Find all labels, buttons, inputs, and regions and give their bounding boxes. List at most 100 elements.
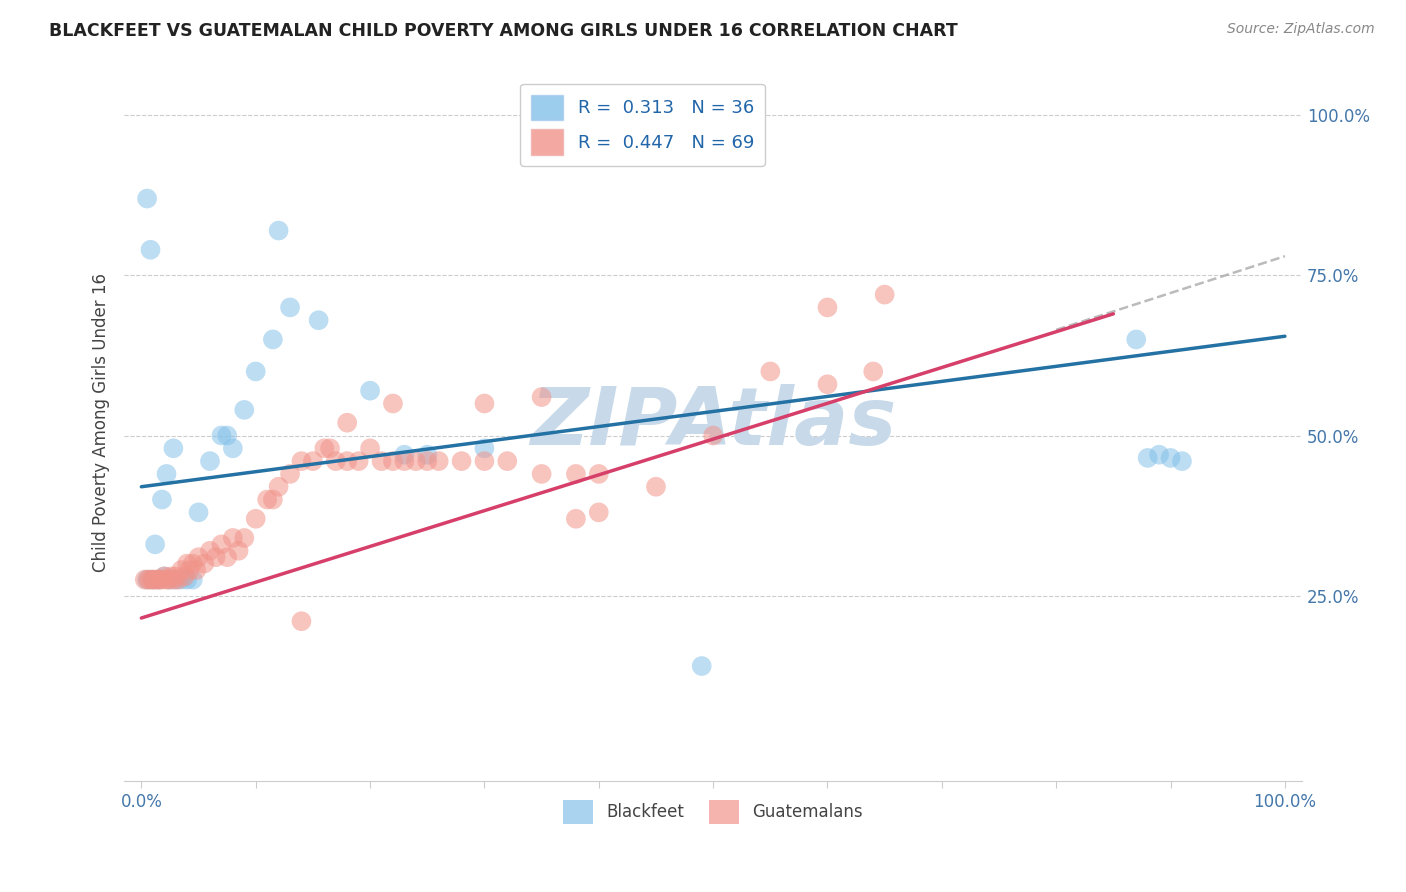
Point — [381, 396, 404, 410]
Point — [416, 454, 439, 468]
Point — [176, 557, 198, 571]
Point — [165, 569, 187, 583]
Legend: Blackfeet, Guatemalans: Blackfeet, Guatemalans — [557, 794, 870, 830]
Point — [167, 573, 190, 587]
Point — [325, 454, 347, 468]
Point — [142, 573, 165, 587]
Point — [187, 505, 209, 519]
Point — [817, 301, 839, 315]
Point — [394, 454, 416, 468]
Point — [416, 448, 439, 462]
Point — [222, 442, 245, 456]
Point — [143, 573, 166, 587]
Point — [873, 287, 896, 301]
Point — [588, 467, 610, 481]
Point — [146, 573, 169, 587]
Point — [278, 301, 301, 315]
Point — [450, 454, 472, 468]
Point — [153, 569, 176, 583]
Point — [759, 364, 782, 378]
Point — [155, 573, 177, 587]
Point — [262, 492, 284, 507]
Point — [222, 531, 245, 545]
Point — [162, 573, 184, 587]
Point — [359, 442, 381, 456]
Point — [160, 569, 183, 583]
Point — [136, 573, 159, 587]
Point — [143, 537, 166, 551]
Point — [142, 573, 165, 587]
Point — [181, 557, 204, 571]
Point — [427, 454, 450, 468]
Y-axis label: Child Poverty Among Girls Under 16: Child Poverty Among Girls Under 16 — [93, 273, 110, 572]
Point — [381, 454, 404, 468]
Point — [347, 454, 370, 468]
Point — [302, 454, 325, 468]
Point — [245, 512, 267, 526]
Point — [256, 492, 278, 507]
Point — [245, 364, 267, 378]
Point — [150, 573, 173, 587]
Point — [157, 573, 180, 587]
Point — [690, 659, 713, 673]
Point — [370, 454, 392, 468]
Point — [336, 416, 359, 430]
Point — [187, 550, 209, 565]
Point — [193, 557, 215, 571]
Point — [565, 512, 588, 526]
Point — [267, 223, 290, 237]
Point — [170, 563, 193, 577]
Text: Source: ZipAtlas.com: Source: ZipAtlas.com — [1227, 22, 1375, 37]
Point — [588, 505, 610, 519]
Point — [136, 573, 159, 587]
Point — [1125, 333, 1147, 347]
Point — [209, 428, 232, 442]
Point — [359, 384, 381, 398]
Point — [530, 467, 553, 481]
Point — [209, 537, 232, 551]
Point — [136, 192, 159, 206]
Point — [217, 428, 239, 442]
Point — [233, 531, 256, 545]
Point — [148, 573, 170, 587]
Point — [134, 573, 156, 587]
Point — [290, 614, 312, 628]
Point — [496, 454, 519, 468]
Point — [290, 454, 312, 468]
Point — [702, 428, 724, 442]
Point — [474, 454, 496, 468]
Point — [565, 467, 588, 481]
Point — [405, 454, 427, 468]
Point — [173, 569, 195, 583]
Point — [217, 550, 239, 565]
Point — [1136, 450, 1159, 465]
Point — [170, 573, 193, 587]
Text: ZIPAtlas: ZIPAtlas — [530, 384, 896, 462]
Point — [319, 442, 342, 456]
Point — [278, 467, 301, 481]
Point — [165, 573, 187, 587]
Point — [150, 492, 173, 507]
Point — [530, 390, 553, 404]
Point — [308, 313, 330, 327]
Point — [314, 442, 336, 456]
Point — [155, 467, 177, 481]
Point — [262, 333, 284, 347]
Point — [139, 573, 162, 587]
Point — [233, 403, 256, 417]
Point — [159, 573, 181, 587]
Point — [198, 454, 221, 468]
Point — [149, 573, 172, 587]
Text: BLACKFEET VS GUATEMALAN CHILD POVERTY AMONG GIRLS UNDER 16 CORRELATION CHART: BLACKFEET VS GUATEMALAN CHILD POVERTY AM… — [49, 22, 957, 40]
Point — [181, 573, 204, 587]
Point — [162, 442, 184, 456]
Point — [1160, 450, 1182, 465]
Point — [179, 563, 201, 577]
Point — [186, 563, 208, 577]
Point — [1147, 448, 1170, 462]
Point — [474, 442, 496, 456]
Point — [228, 543, 250, 558]
Point — [198, 543, 221, 558]
Point — [336, 454, 359, 468]
Point — [139, 243, 162, 257]
